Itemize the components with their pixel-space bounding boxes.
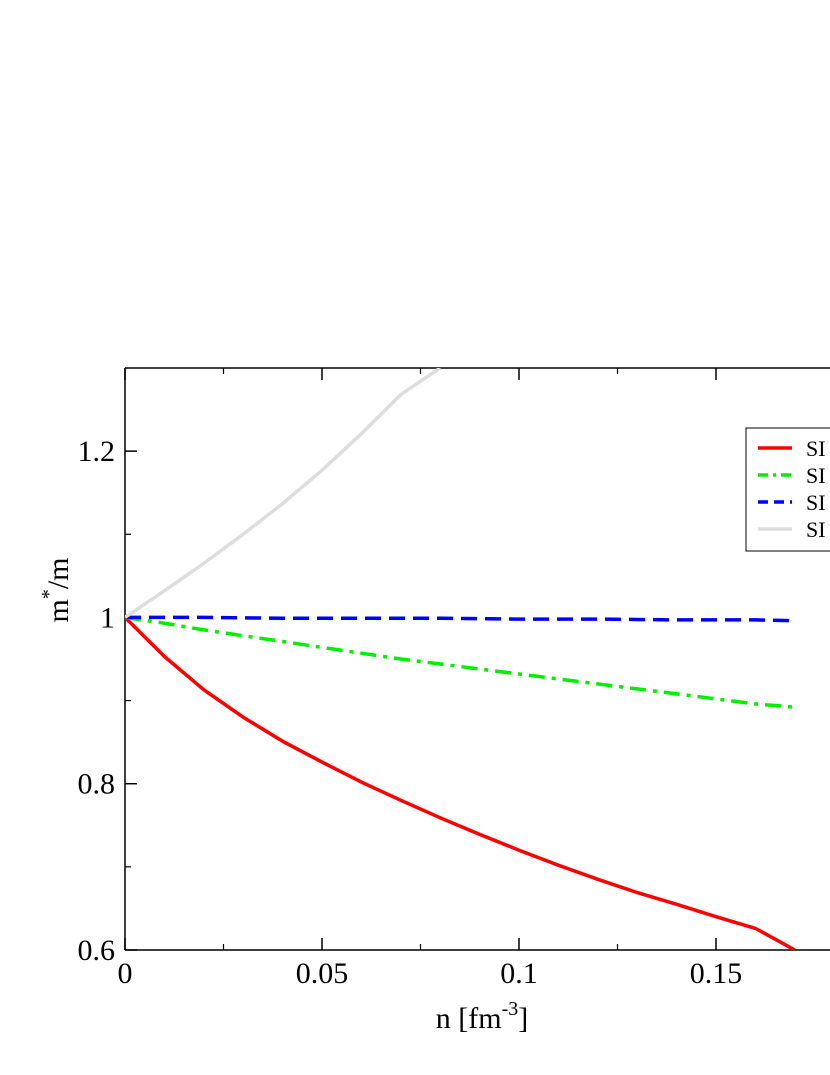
ticks bbox=[124, 368, 717, 951]
legend-label-3: SI bbox=[806, 490, 826, 515]
x-tick-label: 0.15 bbox=[690, 957, 743, 990]
legend-label-2: SI bbox=[806, 463, 826, 488]
legend-label-1: SI bbox=[806, 436, 826, 461]
x-tick-label: 0.05 bbox=[296, 957, 349, 990]
series-line-4 bbox=[125, 368, 442, 619]
legend-label-4: SI bbox=[806, 517, 826, 542]
x-axis-title: n [fm-3] bbox=[436, 998, 529, 1035]
x-tick-label: 0 bbox=[118, 957, 133, 990]
series-line-3 bbox=[125, 615, 795, 623]
y-tick-label: 0.6 bbox=[78, 934, 116, 967]
series-line-2 bbox=[125, 615, 795, 709]
y-axis-title: m*/m bbox=[38, 557, 75, 622]
series-lines bbox=[125, 368, 796, 950]
tick-labels: 0 0.05 0.1 0.15 0.6 0.8 1 1.2 bbox=[78, 435, 743, 990]
y-tick-label: 1 bbox=[100, 601, 115, 634]
y-tick-label: 1.2 bbox=[78, 435, 116, 468]
x-tick-label: 0.1 bbox=[500, 957, 538, 990]
y-tick-label: 0.8 bbox=[78, 768, 116, 801]
series-line-1 bbox=[125, 616, 796, 950]
